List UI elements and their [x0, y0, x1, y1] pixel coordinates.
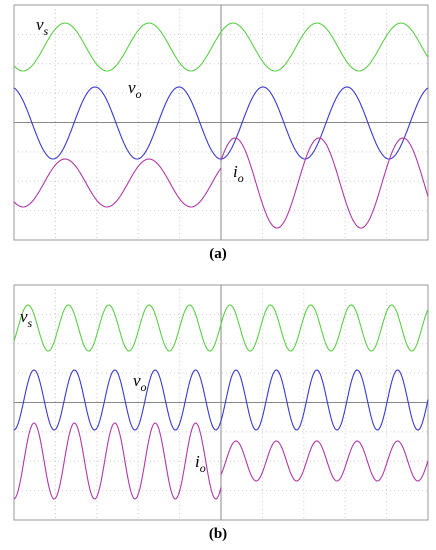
trace-label: io	[195, 452, 206, 475]
trace-subscript: s	[28, 316, 33, 330]
trace-symbol: v	[128, 78, 136, 97]
trace-subscript: o	[200, 461, 206, 475]
waveform	[220, 137, 429, 229]
trace-subscript: o	[238, 171, 244, 185]
waveform	[13, 422, 222, 500]
trace-subscript: s	[44, 24, 49, 38]
trace-symbol: v	[36, 15, 44, 34]
panel-caption: (b)	[209, 526, 227, 542]
trace-symbol: i	[195, 452, 200, 471]
waveform	[13, 304, 429, 352]
panel-caption: (a)	[209, 246, 227, 262]
trace-label: io	[233, 162, 244, 185]
trace-subscript: o	[141, 380, 147, 394]
trace-symbol: i	[233, 162, 238, 181]
waveform	[13, 369, 429, 431]
waveform	[220, 440, 429, 482]
waveform	[13, 158, 222, 208]
trace-label: vo	[128, 78, 142, 101]
trace-subscript: o	[136, 87, 142, 101]
waveform	[13, 22, 429, 72]
trace-label: vs	[36, 15, 49, 38]
trace-symbol: v	[20, 307, 28, 326]
trace-label: vs	[20, 307, 33, 330]
trace-label: vo	[133, 371, 147, 394]
trace-symbol: v	[133, 371, 141, 390]
